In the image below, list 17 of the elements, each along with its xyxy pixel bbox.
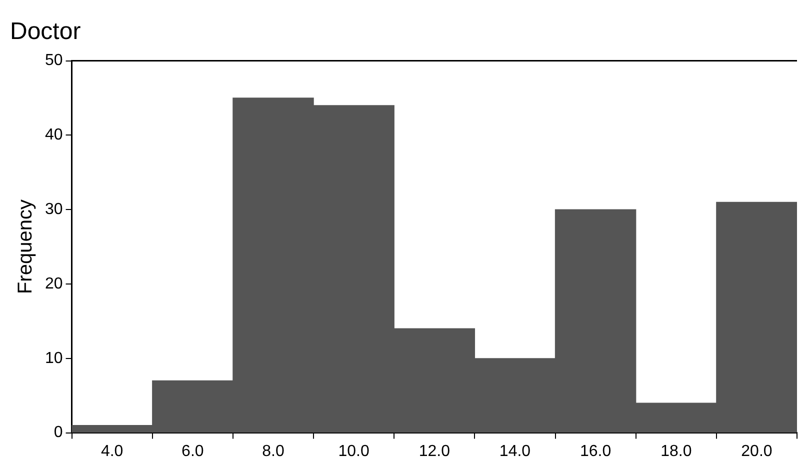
x-tick-label: 12.0 — [418, 442, 450, 460]
y-tick-label: 30 — [45, 201, 63, 218]
x-tick-label: 10.0 — [338, 442, 370, 460]
x-tick-label: 4.0 — [100, 442, 124, 460]
y-axis-title: Frequency — [14, 200, 37, 294]
x-tick-label: 20.0 — [741, 442, 772, 460]
y-tick-label: 40 — [45, 126, 63, 144]
y-tick-label: 20 — [45, 275, 63, 292]
y-tick-label: 50 — [45, 52, 63, 70]
x-tick-label: 18.0 — [660, 442, 692, 460]
chart-title: Doctor — [10, 18, 81, 46]
y-tick-label: 0 — [54, 424, 63, 442]
x-tick-label: 14.0 — [499, 442, 531, 460]
x-tick-label: 6.0 — [182, 442, 204, 460]
x-tick-label: 8.0 — [262, 442, 284, 460]
y-tick-label: 10 — [45, 350, 63, 367]
x-tick-label: 16.0 — [580, 442, 612, 460]
